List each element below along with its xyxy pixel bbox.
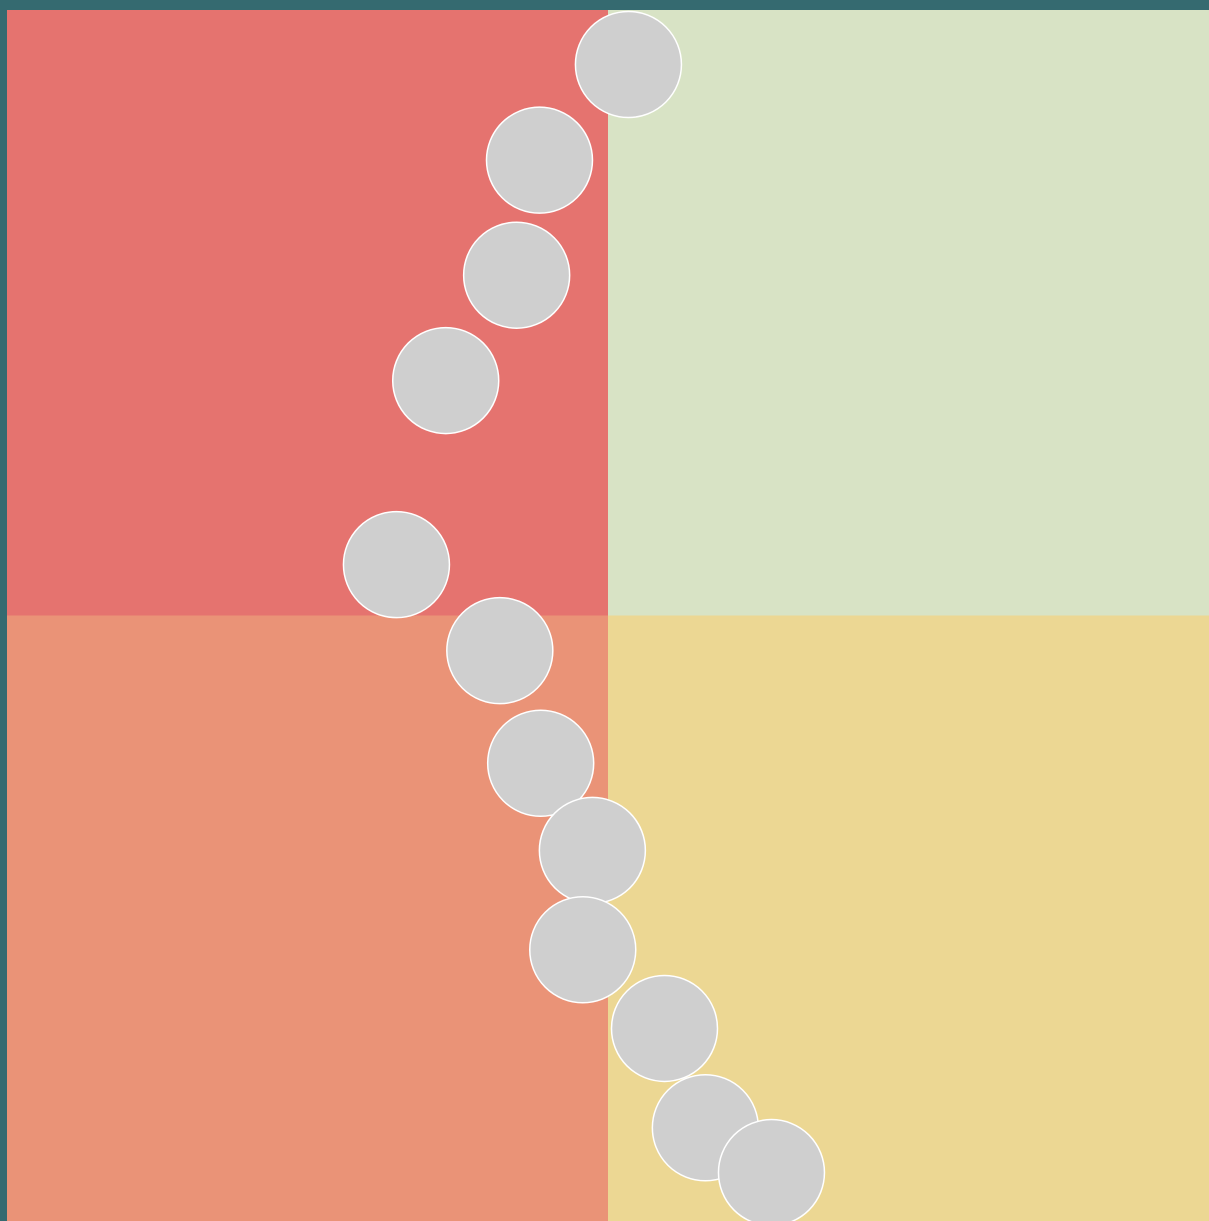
portrait-point <box>485 106 594 214</box>
portrait-point <box>446 596 554 705</box>
portrait-point <box>462 221 571 329</box>
portrait-point <box>574 10 683 119</box>
portrait-point <box>342 510 451 619</box>
portrait-point <box>529 895 637 1004</box>
portrait-point <box>486 709 595 817</box>
quadrant-bottom-left <box>7 615 608 1221</box>
portrait-point <box>610 974 719 1083</box>
portrait-point <box>717 1118 826 1221</box>
portrait-point <box>391 326 500 435</box>
portrait-point <box>538 796 647 905</box>
quadrant-top-right <box>608 10 1209 616</box>
